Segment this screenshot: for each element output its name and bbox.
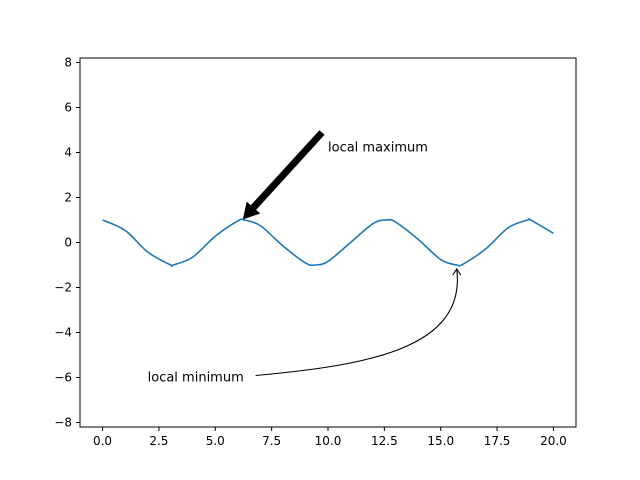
annotation-layer: local maximum local minimum [148, 130, 462, 386]
x-tick-label: 10.0 [315, 434, 342, 448]
y-tick-label: −6 [54, 371, 72, 385]
plot-layer [102, 218, 554, 267]
annotation-arrow-min [255, 268, 458, 377]
x-tick-label: 2.5 [149, 434, 168, 448]
x-tick-label: 5.0 [206, 434, 225, 448]
y-tick-label: 8 [64, 56, 72, 70]
annotation-label-max: local maximum [328, 141, 428, 156]
annotation-arrowhead-min [452, 268, 462, 276]
annotation-label-min: local minimum [148, 371, 244, 386]
y-tick-label: 2 [64, 191, 72, 205]
x-tick-label: 7.5 [262, 434, 281, 448]
x-tick-label: 12.5 [371, 434, 398, 448]
y-tick-label: 0 [64, 236, 72, 250]
y-axis: −8 −6 −4 −2 0 2 4 6 8 [54, 56, 80, 430]
x-tick-label: 20.0 [540, 434, 567, 448]
annotation-arrow-max [242, 130, 325, 220]
y-tick-label: −8 [54, 416, 72, 430]
series-line [102, 218, 554, 267]
y-tick-label: 4 [64, 146, 72, 160]
y-tick-label: −4 [54, 326, 72, 340]
y-tick-label: 6 [64, 101, 72, 115]
x-tick-label: 0.0 [93, 434, 112, 448]
x-axis: 0.0 2.5 5.0 7.5 10.0 12.5 15.0 17.5 20.0 [93, 427, 567, 448]
x-tick-label: 17.5 [484, 434, 511, 448]
x-tick-label: 15.0 [427, 434, 454, 448]
y-tick-label: −2 [54, 281, 72, 295]
